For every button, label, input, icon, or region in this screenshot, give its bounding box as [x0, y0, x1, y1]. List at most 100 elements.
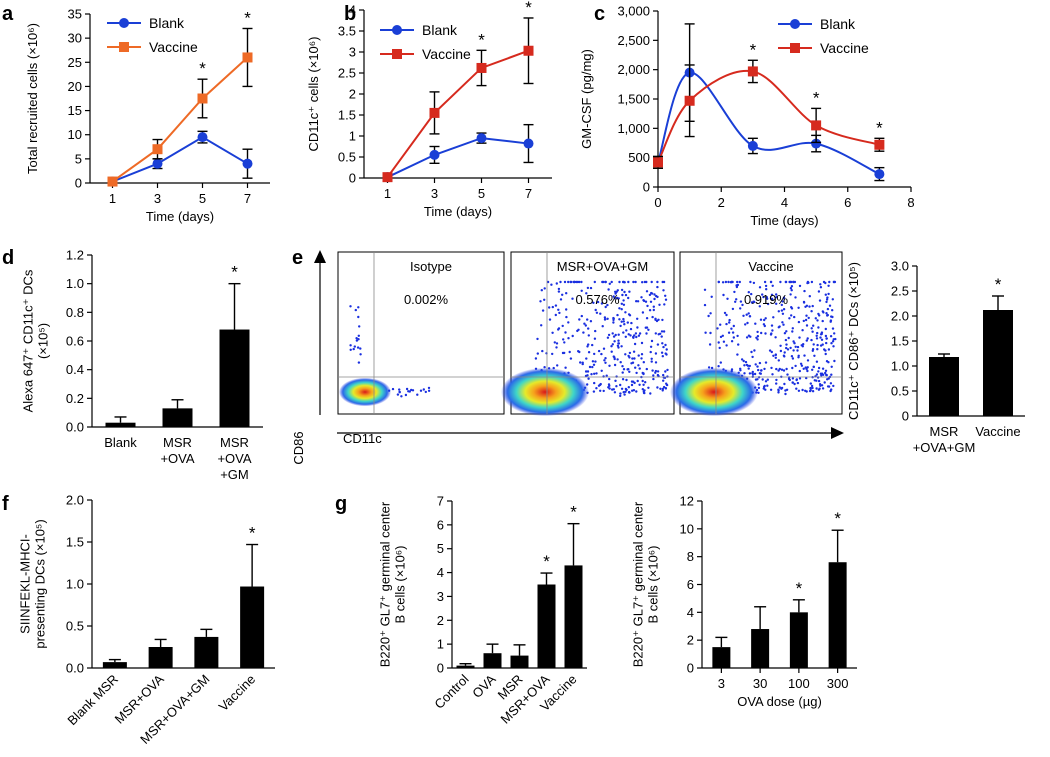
event-dot — [618, 318, 621, 321]
event-dot — [652, 308, 655, 312]
event-dot — [648, 293, 652, 297]
event-dot — [795, 378, 798, 381]
event-dot — [665, 382, 668, 385]
event-dot — [829, 382, 833, 385]
event-dot — [589, 320, 593, 323]
event-dot — [648, 309, 652, 312]
event-dot — [656, 343, 660, 346]
event-dot — [534, 357, 538, 360]
event-dot — [583, 322, 586, 325]
event-dot — [792, 349, 795, 352]
event-dot — [355, 337, 358, 340]
event-dot — [791, 330, 794, 333]
event-dot — [717, 280, 720, 284]
x-tick-label: Vaccine — [216, 672, 259, 715]
x-tick-label: 7 — [525, 186, 532, 201]
event-dot — [827, 292, 830, 296]
event-dot — [640, 341, 644, 345]
event-dot — [832, 384, 835, 388]
event-dot — [739, 300, 743, 303]
event-dot — [644, 300, 648, 303]
event-dot — [742, 359, 745, 363]
event-dot — [600, 302, 604, 305]
event-dot — [763, 367, 766, 371]
y-axis-title: GM-CSF (pg/mg) — [579, 49, 594, 149]
y-tick-label: 0.5 — [891, 384, 909, 399]
y-tick-label: 0 — [75, 176, 82, 191]
x-tick-label: 3 — [718, 676, 725, 691]
significance-star: * — [813, 88, 820, 107]
significance-star: * — [543, 552, 550, 571]
event-dot — [730, 280, 733, 284]
event-dot — [830, 342, 833, 345]
event-dot — [771, 329, 774, 332]
event-dot — [815, 360, 819, 363]
bar — [789, 612, 808, 668]
x-tick-label: Blank — [104, 435, 137, 450]
event-dot — [357, 361, 361, 364]
event-dot — [567, 280, 570, 284]
event-dot — [539, 300, 542, 303]
event-dot — [753, 349, 756, 352]
event-dot — [595, 387, 598, 390]
chart-g1: 0 1 2 3 4 5 6 7 B220⁺ GL7⁺ germinal center B cell… — [378, 494, 587, 727]
event-dot — [645, 317, 649, 320]
event-dot — [662, 330, 666, 333]
event-dot — [398, 391, 401, 394]
event-dot — [664, 352, 667, 355]
y-tick-label: 1.5 — [338, 108, 356, 123]
event-dot — [731, 331, 735, 334]
event-dot — [827, 348, 831, 351]
event-dot — [795, 387, 798, 390]
x-tick-label: +OVA — [217, 451, 251, 466]
event-dot — [357, 334, 360, 337]
event-dot — [557, 308, 560, 311]
y-tick-label: 4 — [687, 605, 694, 620]
event-dot — [791, 357, 795, 360]
event-dot — [555, 282, 558, 285]
event-dot — [821, 387, 825, 390]
event-dot — [804, 318, 808, 322]
event-dot — [636, 300, 640, 303]
data-point-vaccine — [107, 176, 118, 187]
event-dot — [567, 321, 570, 324]
density-core — [339, 377, 391, 407]
x-tick-label: 1 — [109, 191, 116, 206]
event-dot — [753, 372, 757, 376]
event-dot — [642, 391, 646, 395]
event-dot — [543, 287, 546, 290]
x-tick-label: 7 — [244, 191, 251, 206]
event-dot — [637, 354, 640, 357]
event-dot — [645, 332, 648, 335]
event-dot — [638, 332, 642, 335]
event-dot — [764, 332, 767, 335]
bar — [537, 584, 556, 668]
event-dot — [565, 292, 568, 295]
event-dot — [646, 304, 649, 308]
event-dot — [664, 343, 667, 347]
event-dot — [637, 364, 640, 367]
event-dot — [811, 390, 815, 393]
event-dot — [349, 348, 352, 351]
event-dot — [704, 331, 707, 334]
significance-star: * — [995, 275, 1002, 294]
bar — [456, 665, 475, 668]
event-dot — [650, 360, 653, 363]
event-dot — [582, 331, 585, 334]
event-dot — [641, 379, 644, 383]
event-dot — [825, 300, 828, 304]
x-tick-label: +OVA — [160, 451, 194, 466]
event-dot — [823, 381, 826, 384]
event-dot — [811, 304, 814, 308]
data-point-vaccine — [874, 139, 885, 150]
event-dot — [756, 335, 760, 338]
event-dot — [768, 349, 772, 352]
event-dot — [608, 282, 611, 285]
event-dot — [352, 347, 355, 351]
event-dot — [590, 373, 593, 376]
event-dot — [774, 353, 777, 356]
x-tick-label: 6 — [844, 195, 851, 210]
event-dot — [810, 310, 813, 313]
event-dot — [826, 313, 829, 317]
event-dot — [630, 321, 633, 325]
